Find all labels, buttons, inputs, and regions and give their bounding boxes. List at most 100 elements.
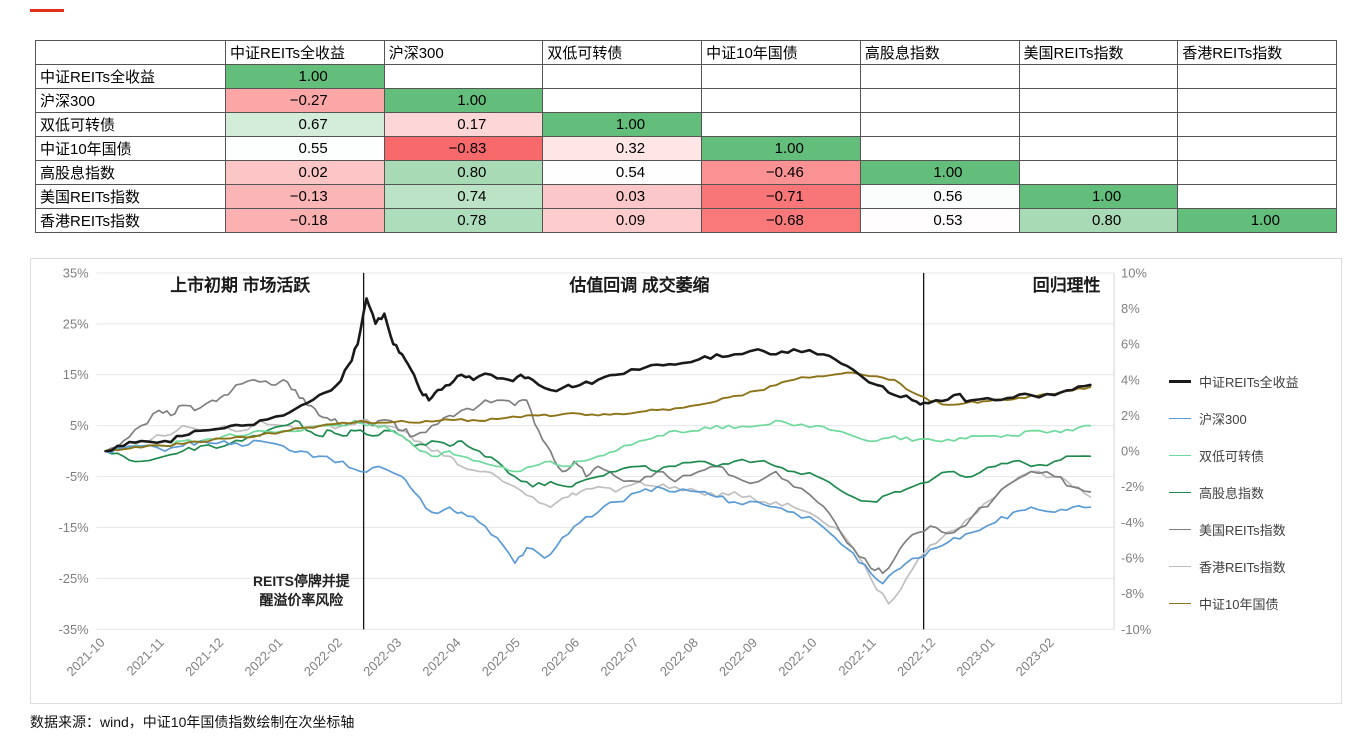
right-axis-label: 6%: [1121, 337, 1140, 352]
correlation-cell-empty: [542, 64, 703, 89]
right-axis-label: 0%: [1121, 444, 1140, 459]
row-header: 美国REITs指数: [35, 184, 226, 209]
correlation-cell-empty: [1018, 112, 1179, 137]
correlation-cell: 0.02: [225, 160, 385, 185]
red-marker: [30, 9, 64, 12]
correlation-cell: 0.03: [542, 184, 703, 209]
correlation-cell-empty: [1177, 160, 1337, 185]
row-header: 中证10年国债: [35, 136, 226, 161]
legend-label: 香港REITs指数: [1199, 560, 1286, 575]
legend-label: 中证10年国债: [1199, 597, 1279, 612]
correlation-cell: 0.67: [225, 112, 385, 137]
x-axis-label: 2022-09: [716, 635, 760, 679]
x-axis-label: 2023-01: [953, 635, 997, 679]
x-axis-label: 2021-10: [63, 635, 107, 679]
line-chart-svg: 35% 25% 15% 5% -5% -15% -25% -35% 10% 8% 6% 4% 2% 0% -…: [58, 265, 1152, 679]
left-axis-label: -15%: [58, 520, 89, 535]
right-axis-label: -6%: [1121, 551, 1145, 566]
correlation-cell: 1.00: [225, 64, 385, 89]
x-axis-label: 2022-03: [360, 635, 404, 679]
row-header: 高股息指数: [35, 160, 226, 185]
left-axis-label: 5%: [70, 418, 89, 433]
row-header: 香港REITs指数: [35, 208, 226, 233]
column-header: 沪深300: [383, 40, 544, 65]
series-line: [104, 418, 1092, 605]
correlation-cell-empty: [701, 64, 861, 89]
left-axis-label: 15%: [63, 367, 89, 382]
correlation-cell: 1.00: [701, 136, 861, 161]
correlation-cell: 0.74: [383, 184, 544, 209]
column-header: 香港REITs指数: [1177, 40, 1337, 65]
correlation-cell-empty: [1018, 136, 1179, 161]
right-axis-label: 2%: [1121, 408, 1140, 423]
legend-label: 沪深300: [1199, 412, 1247, 427]
correlation-cell: −0.83: [383, 136, 544, 161]
legend-item: 中证REITs全收益: [1169, 363, 1299, 400]
legend-swatch: [1169, 417, 1191, 420]
correlation-cell-empty: [1177, 184, 1337, 209]
x-axis-label: 2023-02: [1013, 635, 1057, 679]
x-axis-label: 2022-05: [479, 635, 523, 679]
x-axis-label: 2022-02: [301, 635, 345, 679]
legend-label: 美国REITs指数: [1199, 523, 1286, 538]
correlation-cell-empty: [859, 88, 1020, 113]
series-line: [104, 419, 1092, 473]
legend-item: 高股息指数: [1169, 474, 1299, 511]
legend-swatch: [1169, 454, 1191, 457]
column-header: 中证10年国债: [701, 40, 861, 65]
legend-swatch: [1169, 380, 1191, 383]
reits-halt-note: REITS停牌并提: [253, 573, 350, 589]
legend-item: 双低可转债: [1169, 437, 1299, 474]
right-axis-label: 4%: [1121, 372, 1140, 387]
left-axis-label: 25%: [63, 316, 89, 331]
correlation-cell: −0.71: [701, 184, 861, 209]
right-axis-label: 8%: [1121, 301, 1140, 316]
phase-label: 回归理性: [1033, 275, 1101, 295]
correlation-cell: 0.54: [542, 160, 703, 185]
column-header: 美国REITs指数: [1018, 40, 1179, 65]
chart-legend: 中证REITs全收益 沪深300 双低可转债高股息指数美国REITs指数 香港REIT…: [1169, 363, 1299, 622]
row-header: 中证REITs全收益: [35, 64, 226, 89]
correlation-cell: 0.09: [542, 208, 703, 233]
correlation-cell: 0.78: [383, 208, 544, 233]
correlation-cell-empty: [542, 88, 703, 113]
x-axis-label: 2022-10: [775, 635, 819, 679]
correlation-table: 中证REITs全收益 沪深300 双低可转债 中证10年国债 高股息指数 美国REITs指…: [35, 40, 1337, 233]
column-header: 中证REITs全收益: [225, 40, 385, 65]
phase-label: 估值回调 成交萎缩: [568, 275, 709, 295]
legend-item: 美国REITs指数: [1169, 511, 1299, 548]
correlation-cell-empty: [1018, 160, 1179, 185]
legend-item: 沪深300: [1169, 400, 1299, 437]
series-line: [104, 379, 1092, 575]
legend-label: 中证REITs全收益: [1199, 375, 1299, 390]
legend-label: 双低可转债: [1199, 449, 1265, 464]
correlation-cell: 0.32: [542, 136, 703, 161]
correlation-cell-empty: [1177, 88, 1337, 113]
correlation-cell: 1.00: [1018, 184, 1179, 209]
correlation-cell-empty: [701, 88, 861, 113]
correlation-cell: 0.80: [383, 160, 544, 185]
correlation-cell-empty: [1177, 112, 1337, 137]
phase-label: 上市初期 市场活跃: [170, 275, 311, 295]
right-axis-label: -4%: [1121, 515, 1145, 530]
correlation-cell-empty: [1018, 88, 1179, 113]
series-line: [104, 419, 1092, 503]
column-header: 双低可转债: [542, 40, 703, 65]
x-axis-label: 2021-12: [182, 635, 226, 679]
correlation-cell: 1.00: [542, 112, 703, 137]
correlation-cell: 1.00: [859, 160, 1020, 185]
row-header: 沪深300: [35, 88, 226, 113]
correlation-cell: −0.27: [225, 88, 385, 113]
correlation-cell-empty: [1177, 64, 1337, 89]
correlation-cell-empty: [383, 64, 544, 89]
correlation-cell: −0.13: [225, 184, 385, 209]
correlation-cell: −0.18: [225, 208, 385, 233]
correlation-cell-empty: [859, 136, 1020, 161]
correlation-cell-empty: [859, 64, 1020, 89]
performance-chart: 35% 25% 15% 5% -5% -15% -25% -35% 10% 8% 6% 4% 2% 0% -…: [30, 258, 1342, 704]
legend-label: 高股息指数: [1199, 486, 1265, 501]
correlation-cell: 0.55: [225, 136, 385, 161]
right-axis-label: -10%: [1121, 622, 1152, 637]
x-axis-label: 2022-12: [894, 635, 938, 679]
correlation-cell: 0.80: [1018, 208, 1179, 233]
